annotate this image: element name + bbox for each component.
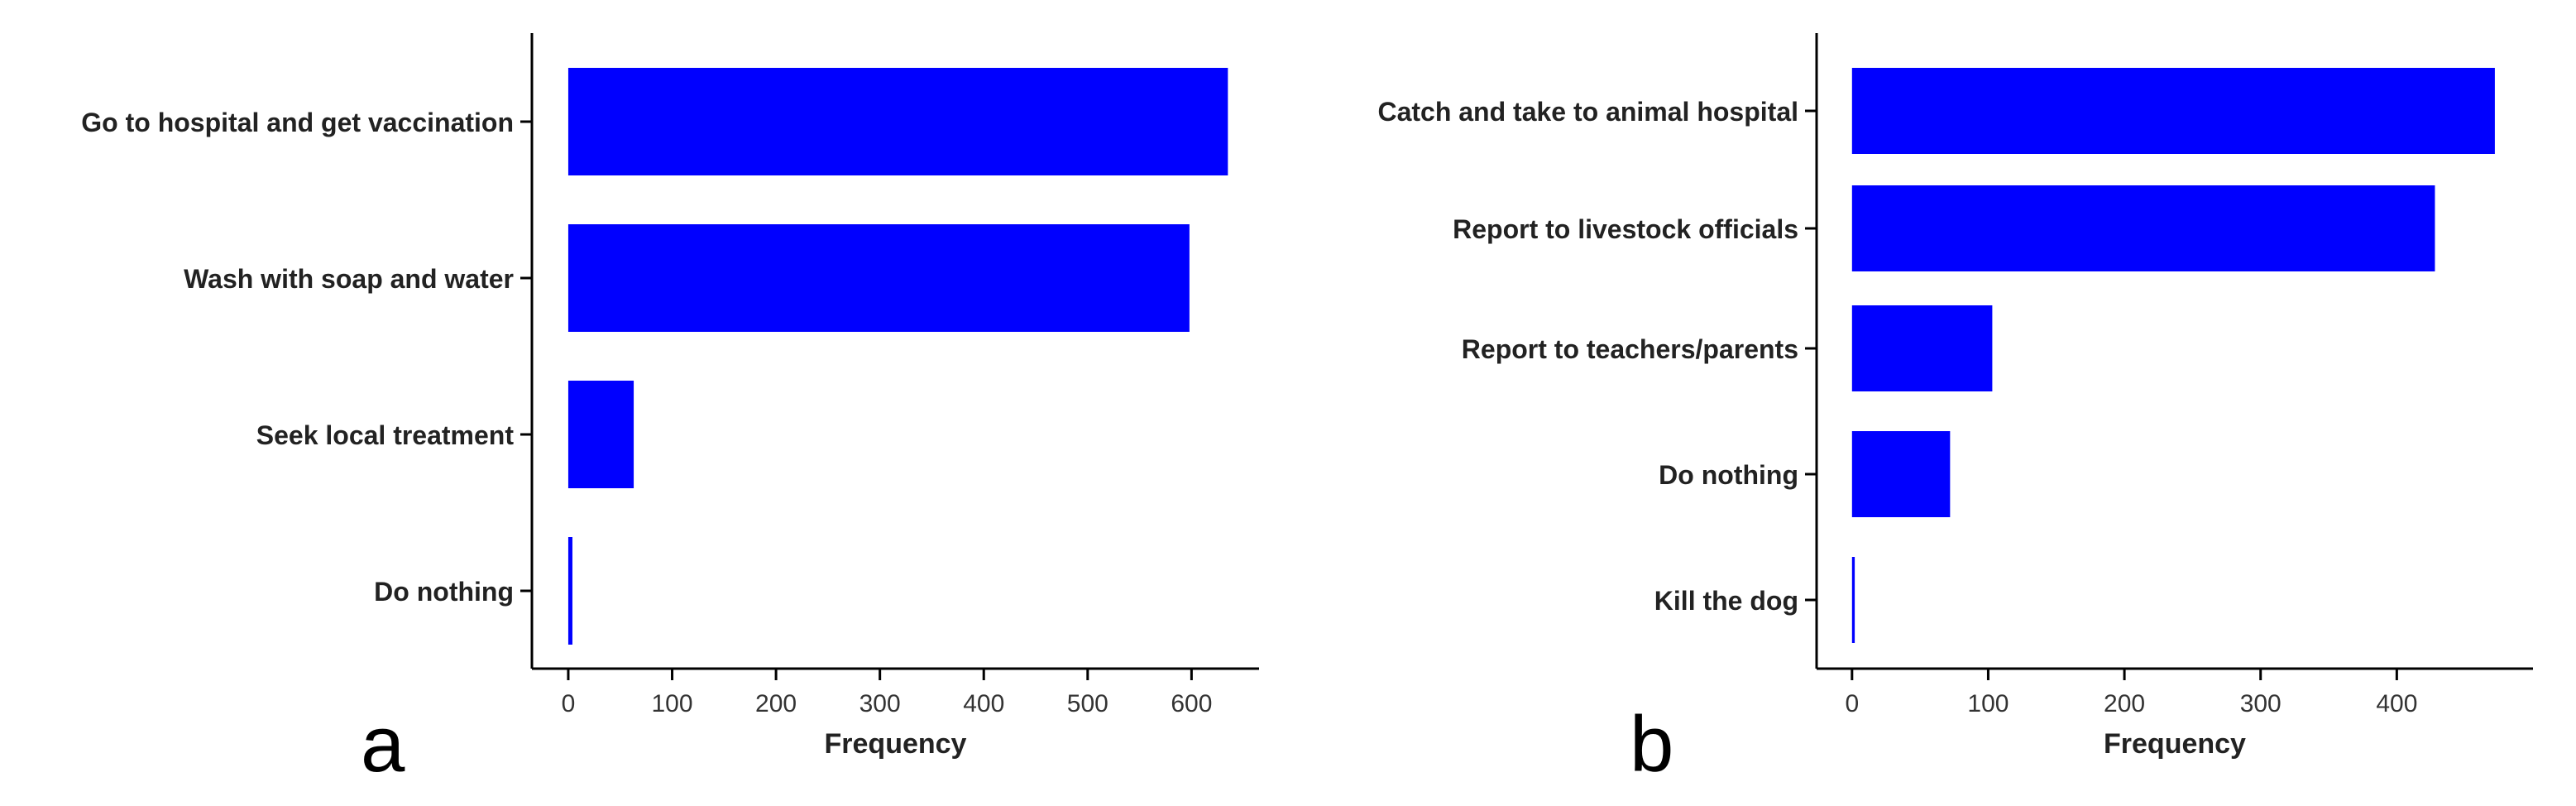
y-tick-label: Report to teachers/parents bbox=[1462, 334, 1798, 364]
panel-letter: a bbox=[361, 700, 405, 789]
x-tick-label: 400 bbox=[963, 690, 1004, 717]
x-tick-label: 100 bbox=[1967, 690, 2009, 717]
bar-2 bbox=[1851, 185, 2435, 271]
y-tick-label: Kill the dog bbox=[1654, 586, 1798, 616]
x-tick-label: 500 bbox=[1067, 690, 1108, 717]
bar-3 bbox=[1851, 305, 1993, 391]
x-tick-label: 0 bbox=[562, 690, 576, 717]
x-tick-label: 400 bbox=[2376, 690, 2417, 717]
x-tick-label: 0 bbox=[1845, 690, 1859, 717]
x-tick-label: 300 bbox=[859, 690, 901, 717]
bar-1 bbox=[567, 68, 1228, 175]
bar-1 bbox=[1851, 68, 2495, 154]
panel-b-chart: Catch and take to animal hospital Report … bbox=[1377, 33, 2533, 789]
x-tick-label: 100 bbox=[651, 690, 692, 717]
y-tick-label: Wash with soap and water bbox=[184, 264, 514, 294]
bar-2 bbox=[567, 224, 1190, 332]
y-tick-label: Catch and take to animal hospital bbox=[1377, 97, 1798, 127]
bar-3 bbox=[567, 381, 634, 488]
y-tick-label: Do nothing bbox=[374, 577, 514, 607]
x-tick-label: 600 bbox=[1171, 690, 1212, 717]
y-tick-label: Report to livestock officials bbox=[1453, 214, 1798, 244]
x-tick-label: 200 bbox=[2104, 690, 2145, 717]
bar-4 bbox=[567, 537, 572, 645]
x-tick-label: 200 bbox=[755, 690, 797, 717]
panel-letter: b bbox=[1630, 700, 1673, 789]
bar-4 bbox=[1851, 431, 1951, 517]
x-axis-label: Frequency bbox=[2104, 728, 2246, 760]
x-axis-label: Frequency bbox=[825, 728, 967, 760]
panel-a-chart: Go to hospital and get vaccination Wash w… bbox=[81, 33, 1259, 789]
y-tick-label: Go to hospital and get vaccination bbox=[81, 108, 514, 137]
y-tick-label: Do nothing bbox=[1659, 460, 1798, 490]
bar-5 bbox=[1851, 557, 1855, 643]
y-tick-label: Seek local treatment bbox=[256, 420, 515, 450]
x-tick-label: 300 bbox=[2240, 690, 2282, 717]
